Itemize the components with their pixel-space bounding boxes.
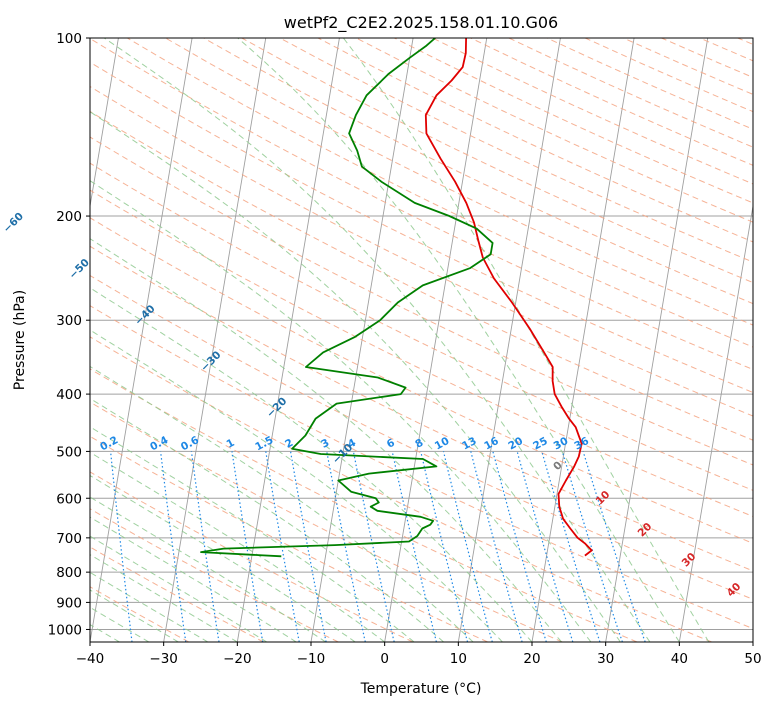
y-tick-label: 700 <box>56 531 82 547</box>
x-tick-label: 0 <box>380 651 389 667</box>
x-tick-label: 20 <box>523 651 540 667</box>
x-tick-label: 40 <box>671 651 688 667</box>
chart-title: wetPf2_C2E2.2025.158.01.10.G06 <box>284 13 558 33</box>
y-tick-label: 200 <box>56 209 82 225</box>
plot-background <box>90 38 753 642</box>
x-tick-label: −20 <box>223 651 252 667</box>
y-axis-label: Pressure (hPa) <box>12 290 28 390</box>
adiabat-value-label: −50 <box>67 257 92 282</box>
y-tick-label: 300 <box>56 313 82 329</box>
x-tick-label: −40 <box>76 651 105 667</box>
y-tick-label: 900 <box>56 595 82 611</box>
x-tick-label: 10 <box>450 651 467 667</box>
y-tick-label: 600 <box>56 491 82 507</box>
isotherm-line <box>753 38 775 642</box>
y-tick-label: 100 <box>56 31 82 47</box>
y-tick-label: 500 <box>56 444 82 460</box>
x-axis-label: Temperature (°C) <box>360 681 482 697</box>
x-tick-label: 50 <box>744 651 761 667</box>
y-tick-label: 800 <box>56 565 82 581</box>
adiabat-value-label: −60 <box>1 210 26 235</box>
y-tick-label: 1000 <box>48 622 82 638</box>
y-tick-label: 400 <box>56 387 82 403</box>
x-tick-label: 30 <box>597 651 614 667</box>
x-tick-label: −30 <box>149 651 178 667</box>
x-tick-label: −10 <box>297 651 326 667</box>
